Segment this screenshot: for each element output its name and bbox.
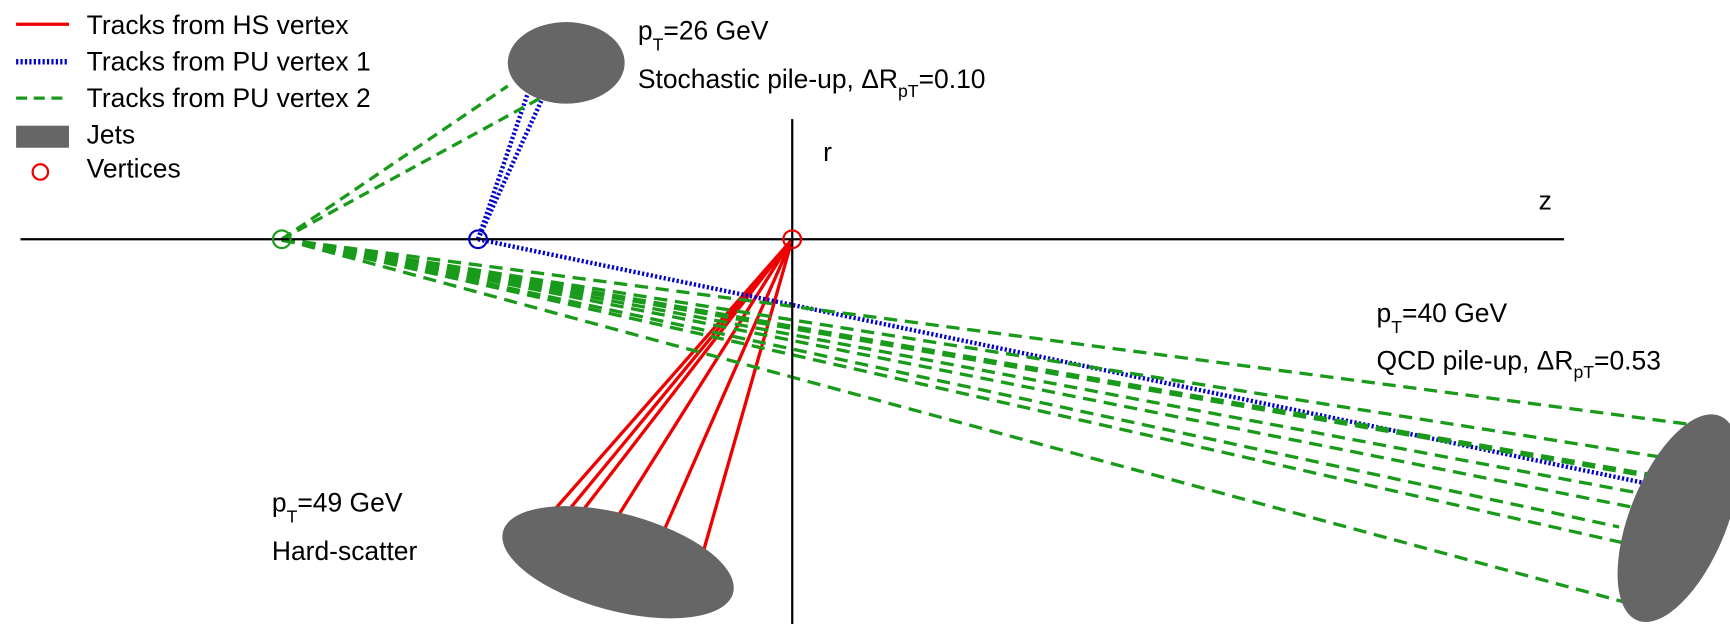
r-label: r — [823, 137, 832, 167]
jet-label: pT=40 GeV — [1377, 298, 1508, 337]
subscript: T — [287, 507, 298, 527]
text: QCD pile-up, ΔR — [1377, 345, 1574, 375]
hs-track — [618, 239, 792, 516]
jet-label: pT=26 GeV — [638, 16, 769, 55]
text: =49 GeV — [297, 488, 402, 518]
z-label: z — [1539, 185, 1552, 215]
subscript: pT — [898, 81, 919, 101]
page: r z Tracks from HS vertex Tracks from PU… — [0, 0, 1730, 624]
diagram: r z Tracks from HS vertex Tracks from PU… — [0, 0, 1730, 624]
text: =0.10 — [919, 64, 986, 94]
jet — [490, 485, 745, 624]
hs-track — [552, 239, 792, 512]
jet — [1592, 398, 1730, 624]
text: p — [272, 488, 287, 518]
jet-label: Stochastic pile-up, ΔRpT=0.10 — [638, 64, 986, 101]
legend-swatch — [16, 126, 69, 148]
legend-label: Jets — [87, 119, 136, 149]
jet-label: pT=49 GeV — [272, 488, 403, 527]
pu1-track — [478, 97, 543, 239]
subscript: T — [653, 35, 664, 55]
pu2-track — [282, 95, 547, 239]
legend-label: Vertices — [87, 153, 181, 183]
legend-swatch — [33, 164, 48, 179]
legend-label: Tracks from PU vertex 1 — [87, 47, 371, 77]
jet — [508, 22, 625, 104]
legend-label: Tracks from PU vertex 2 — [87, 83, 371, 113]
legend: Tracks from HS vertex Tracks from PU ver… — [16, 10, 371, 183]
pu1-track — [478, 94, 528, 240]
subscript: T — [1391, 317, 1402, 337]
pu2-track — [282, 239, 1707, 426]
subscript: pT — [1573, 362, 1594, 382]
hs-track — [702, 239, 792, 557]
text: p — [638, 16, 653, 46]
legend-label: Tracks from HS vertex — [87, 10, 349, 40]
jet-label: QCD pile-up, ΔRpT=0.53 — [1377, 345, 1661, 382]
pu2-track — [282, 239, 1619, 527]
text: =26 GeV — [663, 16, 768, 46]
text: Hard-scatter — [272, 536, 418, 566]
pu2-track — [282, 239, 1622, 542]
text: =0.53 — [1594, 345, 1661, 375]
jet-label: Hard-scatter — [272, 536, 418, 566]
text: =40 GeV — [1402, 298, 1507, 328]
text: p — [1377, 298, 1392, 328]
text: Stochastic pile-up, ΔR — [638, 64, 898, 94]
hs-track — [583, 239, 792, 510]
